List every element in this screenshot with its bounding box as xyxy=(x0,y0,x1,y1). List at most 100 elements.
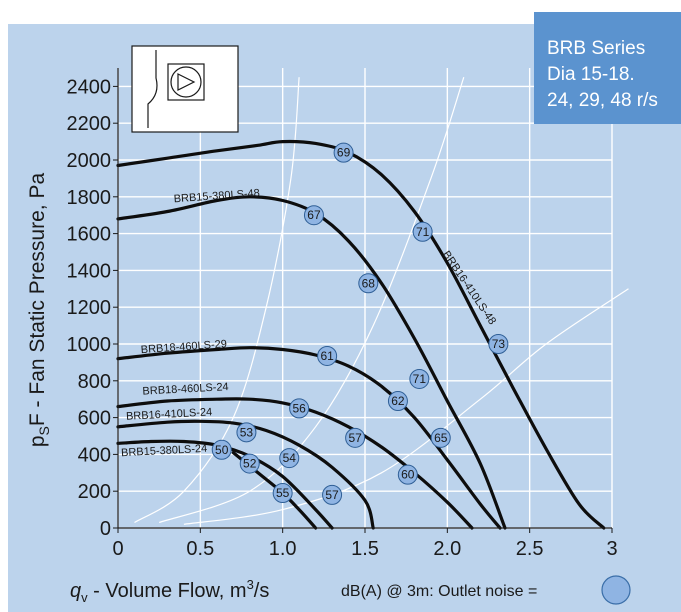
noise-marker: 73 xyxy=(488,334,509,354)
y-tick-label: 1200 xyxy=(67,297,112,319)
y-tick-label: 2400 xyxy=(67,76,112,98)
noise-marker-circle xyxy=(333,142,354,163)
curve-label: BRB15-380LS-24 xyxy=(121,443,208,459)
noise-marker-circle xyxy=(345,427,366,448)
noise-marker-label: 71 xyxy=(416,225,430,239)
legend-text: dB(A) @ 3m: Outlet noise = xyxy=(341,583,537,600)
series-box-line-2: Dia 15-18. xyxy=(547,64,635,85)
curve-label: BRB18-460LS-29 xyxy=(140,338,227,356)
x-tick-label: 2.0 xyxy=(433,538,461,560)
y-tick-label: 1800 xyxy=(67,187,112,209)
legend: dB(A) @ 3m: Outlet noise = xyxy=(341,575,631,605)
noise-marker-circle xyxy=(387,391,408,412)
noise-marker: 61 xyxy=(317,345,338,366)
noise-marker-circle xyxy=(317,345,338,366)
noise-marker-circle xyxy=(322,484,343,505)
y-tick-label: 1400 xyxy=(67,260,112,282)
series-box-line-1: BRB Series xyxy=(547,38,645,59)
y-tick-label: 1600 xyxy=(67,224,112,246)
noise-marker: 55 xyxy=(272,483,293,504)
noise-marker: 71 xyxy=(409,368,430,389)
noise-marker-label: 57 xyxy=(325,488,339,502)
noise-marker: 68 xyxy=(358,273,379,294)
noise-marker-circle xyxy=(289,398,310,419)
y-tick-label: 0 xyxy=(100,518,111,540)
noise-marker-label: 54 xyxy=(283,451,297,465)
noise-marker-label: 71 xyxy=(413,372,427,386)
noise-marker: 65 xyxy=(430,427,451,448)
noise-marker-circle xyxy=(358,273,379,294)
y-tick-label: 800 xyxy=(78,371,111,393)
noise-marker-circle xyxy=(303,205,324,226)
noise-marker-circle xyxy=(412,221,433,242)
y-axis-label: pSF - Fan Static Pressure, Pa xyxy=(26,173,52,448)
noise-marker-circle xyxy=(397,464,418,485)
y-tick-label: 1000 xyxy=(67,334,112,356)
noise-marker-label: 68 xyxy=(362,276,376,290)
noise-marker: 69 xyxy=(333,142,354,163)
noise-marker-label: 62 xyxy=(391,394,405,408)
noise-marker: 53 xyxy=(236,422,257,443)
fan-curve xyxy=(116,397,474,530)
series-box: BRB Series Dia 15-18. 24, 29, 48 r/s xyxy=(534,12,681,124)
fan-curves xyxy=(116,139,606,530)
system-lines xyxy=(134,77,629,525)
y-tick-label: 200 xyxy=(78,481,111,503)
x-tick-label: 0 xyxy=(112,538,123,560)
noise-marker-label: 57 xyxy=(348,431,362,445)
x-tick-label: 3 xyxy=(606,538,617,560)
noise-marker: 62 xyxy=(387,391,408,412)
fan-curve xyxy=(116,419,375,530)
x-tick-label: 0.5 xyxy=(186,538,214,560)
x-tick-label: 1.5 xyxy=(351,538,379,560)
x-tick-label: 2.5 xyxy=(516,538,544,560)
noise-marker-label: 56 xyxy=(292,401,306,415)
fan-curve xyxy=(116,439,334,530)
noise-marker-label: 55 xyxy=(276,486,290,500)
noise-marker-label: 69 xyxy=(337,146,351,160)
system-resistance-line xyxy=(159,77,465,524)
noise-marker-circle xyxy=(211,439,232,460)
y-tick-label: 400 xyxy=(78,444,111,466)
noise-marker-label: 73 xyxy=(492,337,506,351)
system-resistance-line xyxy=(183,288,629,525)
series-box-line-3: 24, 29, 48 r/s xyxy=(547,90,658,111)
noise-marker-label: 61 xyxy=(320,349,334,363)
noise-marker-circle xyxy=(279,448,300,469)
noise-marker-label: 52 xyxy=(243,457,257,471)
y-tick-label: 2200 xyxy=(67,113,112,135)
noise-marker-circle xyxy=(236,422,257,443)
fan-icon xyxy=(131,45,239,133)
curve-label: BRB18-460LS-24 xyxy=(142,381,229,397)
noise-marker-circle xyxy=(430,427,451,448)
noise-marker-circle xyxy=(272,483,293,504)
curve-label: BRB16-410LS-24 xyxy=(126,406,213,422)
noise-marker-label: 53 xyxy=(240,425,254,439)
tick-labels: 0 0.5 1.0 1.5 2.0 2.5 3 0 200 400 600 800 1000 1200 14… xyxy=(67,76,618,560)
noise-marker: 57 xyxy=(322,484,343,505)
noise-markers: 69 67 71 68 73 61 71 62 56 53 57 65 50 54 52 60 55 57 xyxy=(211,142,509,505)
curve-label: BRB15-380LS-48 xyxy=(173,187,260,205)
noise-marker-label: 67 xyxy=(307,208,321,222)
noise-marker: 54 xyxy=(279,448,300,469)
noise-marker-circle xyxy=(409,368,430,389)
y-tick-label: 2000 xyxy=(67,150,112,172)
noise-marker: 71 xyxy=(412,221,433,242)
noise-marker-circle xyxy=(488,334,509,354)
y-tick-label: 600 xyxy=(78,408,111,430)
noise-marker: 57 xyxy=(345,427,366,448)
noise-marker: 60 xyxy=(397,464,418,485)
noise-marker-label: 65 xyxy=(434,431,448,445)
noise-marker-circle xyxy=(239,453,260,474)
noise-marker: 50 xyxy=(211,439,232,460)
system-resistance-line xyxy=(134,77,300,524)
noise-marker: 56 xyxy=(289,398,310,419)
noise-marker: 67 xyxy=(303,205,324,226)
legend-marker xyxy=(601,575,631,605)
x-axis-label: qv - Volume Flow, m3/s xyxy=(70,577,269,605)
noise-marker: 52 xyxy=(239,453,260,474)
fan-curve xyxy=(116,139,606,530)
fan-curve xyxy=(116,195,507,530)
